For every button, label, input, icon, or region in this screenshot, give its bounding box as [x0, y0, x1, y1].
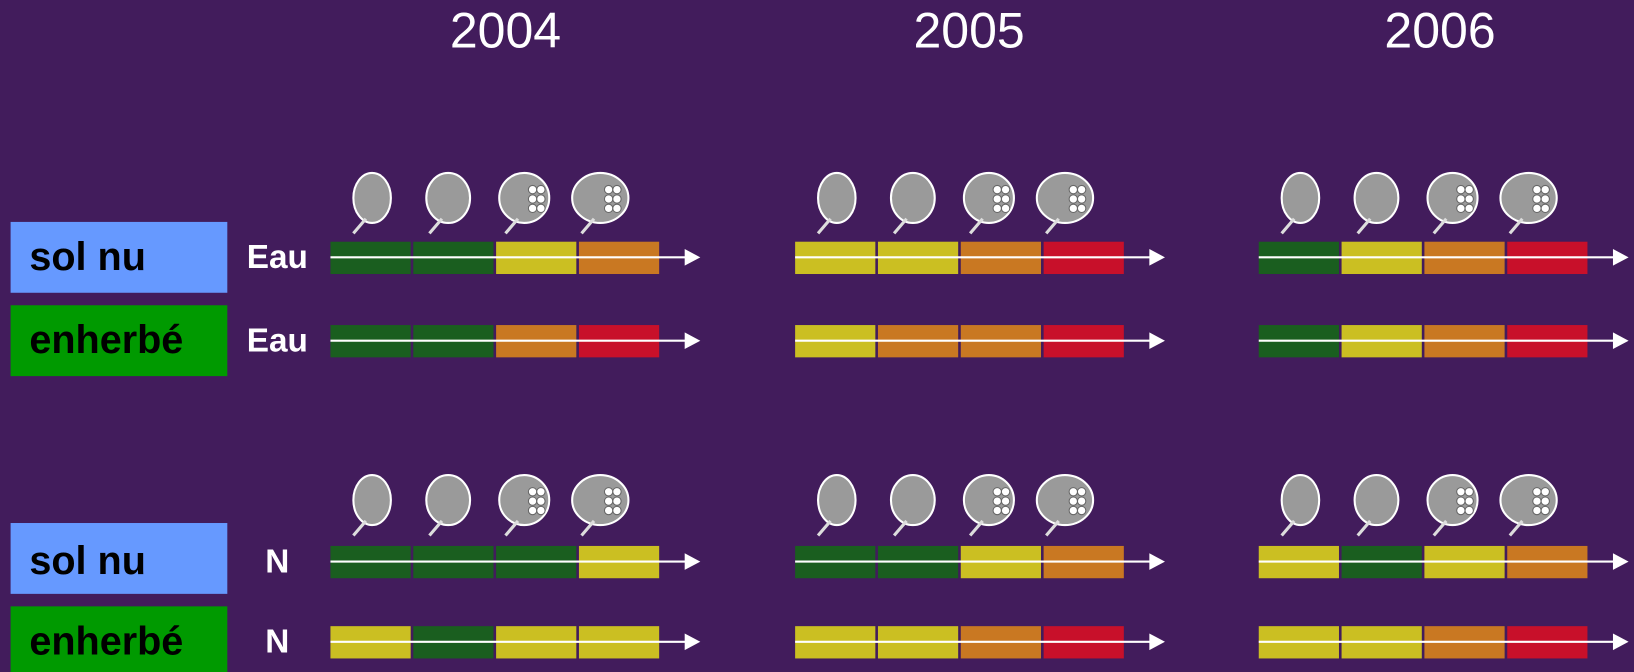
grape-dot [604, 497, 612, 505]
grape-dot [1077, 497, 1085, 505]
grape-dot [537, 204, 545, 212]
row-label: enherbé [29, 318, 183, 362]
grape-dot [1069, 195, 1077, 203]
grape-dot [537, 506, 545, 514]
grape-dot [537, 195, 545, 203]
grape-dot [604, 506, 612, 514]
grape-dot [1541, 195, 1549, 203]
grape-dot [1001, 195, 1009, 203]
grape-dot [1077, 185, 1085, 193]
grape-dot [537, 497, 545, 505]
grape-dot [604, 488, 612, 496]
grape-dot [1001, 506, 1009, 514]
stage-icon [1355, 173, 1399, 223]
grape-dot [1541, 204, 1549, 212]
grape-dot [1001, 185, 1009, 193]
grape-dot [1069, 204, 1077, 212]
grape-dot [1465, 506, 1473, 514]
grape-dot [1533, 506, 1541, 514]
row-label: sol nu [29, 235, 146, 279]
grape-dot [1533, 204, 1541, 212]
grape-dot [604, 185, 612, 193]
year-heading: 2006 [1384, 3, 1495, 59]
variable-label: Eau [247, 239, 308, 276]
grape-dot [1457, 488, 1465, 496]
stage-icon [426, 173, 470, 223]
grape-dot [1457, 506, 1465, 514]
stage-icon [818, 475, 856, 525]
year-heading: 2004 [450, 3, 561, 59]
grape-dot [1069, 497, 1077, 505]
grape-dot [1465, 185, 1473, 193]
grape-dot [528, 195, 536, 203]
grape-dot [528, 506, 536, 514]
grape-dot [1457, 185, 1465, 193]
grape-dot [613, 195, 621, 203]
stage-icon [891, 475, 935, 525]
grape-dot [1541, 506, 1549, 514]
variable-label: Eau [247, 323, 308, 360]
stage-icon [353, 475, 391, 525]
grape-dot [604, 195, 612, 203]
grape-dot [613, 185, 621, 193]
grape-dot [1077, 204, 1085, 212]
grape-dot [1541, 488, 1549, 496]
grape-dot [1465, 497, 1473, 505]
grape-dot [1069, 185, 1077, 193]
row-label: sol nu [29, 539, 146, 583]
grape-dot [993, 204, 1001, 212]
stage-icon [426, 475, 470, 525]
grape-dot [1465, 204, 1473, 212]
grape-dot [1077, 488, 1085, 496]
stage-icon [891, 173, 935, 223]
grape-dot [1533, 497, 1541, 505]
grape-dot [1001, 488, 1009, 496]
row-label: enherbé [29, 619, 183, 663]
grape-dot [1533, 488, 1541, 496]
grape-dot [528, 185, 536, 193]
grape-dot [1533, 195, 1541, 203]
grape-dot [1001, 204, 1009, 212]
stage-icon [1355, 475, 1399, 525]
grape-dot [1465, 488, 1473, 496]
grape-dot [1001, 497, 1009, 505]
grape-dot [1533, 185, 1541, 193]
grape-dot [1069, 488, 1077, 496]
grape-dot [993, 195, 1001, 203]
grape-dot [1077, 506, 1085, 514]
stage-icon [1282, 173, 1320, 223]
grape-dot [1541, 185, 1549, 193]
year-heading: 2005 [913, 3, 1024, 59]
stage-icon [1282, 475, 1320, 525]
stage-icon [818, 173, 856, 223]
variable-label: N [265, 543, 289, 580]
variable-label: N [265, 624, 289, 661]
grape-dot [604, 204, 612, 212]
grape-dot [528, 488, 536, 496]
grape-dot [613, 488, 621, 496]
grape-dot [613, 204, 621, 212]
grape-dot [613, 506, 621, 514]
grape-dot [1457, 497, 1465, 505]
grape-dot [1541, 497, 1549, 505]
grape-dot [993, 185, 1001, 193]
grape-dot [1077, 195, 1085, 203]
grape-dot [1457, 195, 1465, 203]
grape-dot [613, 497, 621, 505]
grape-dot [993, 488, 1001, 496]
grape-dot [528, 204, 536, 212]
grape-dot [537, 185, 545, 193]
grape-dot [528, 497, 536, 505]
grape-dot [1069, 506, 1077, 514]
slide: 2004 2005 2006 sol nu Eau enherbé Eau sol nu Nen… [0, 0, 1634, 672]
grape-dot [1465, 195, 1473, 203]
grape-dot [993, 506, 1001, 514]
grape-dot [537, 488, 545, 496]
grape-dot [1457, 204, 1465, 212]
grape-dot [993, 497, 1001, 505]
stage-icon [353, 173, 391, 223]
